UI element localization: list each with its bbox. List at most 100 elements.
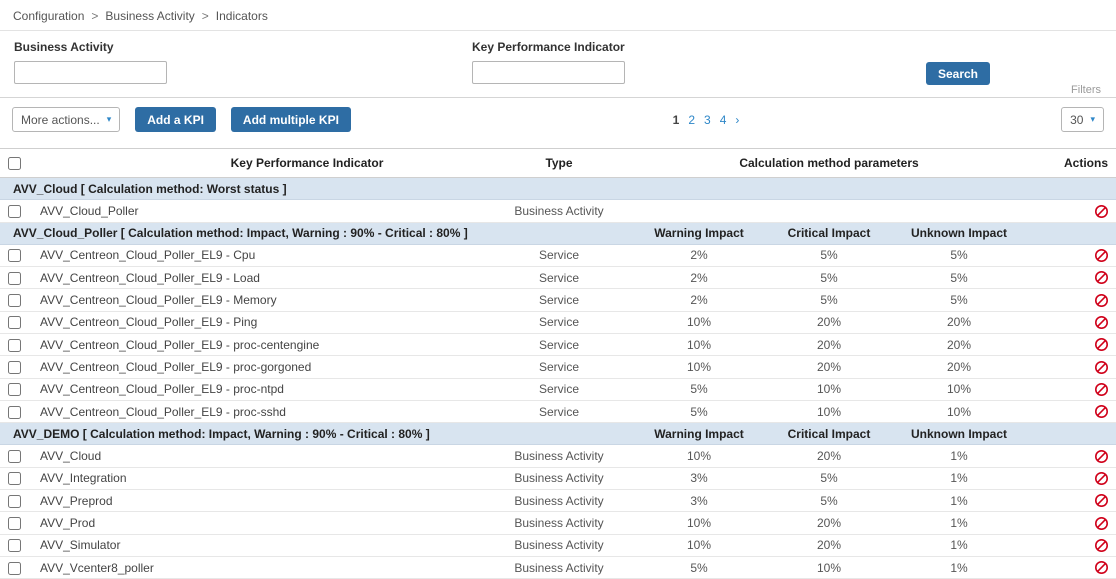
pagination-next[interactable]: ›	[735, 112, 740, 127]
kpi-type: Service	[484, 244, 634, 267]
warning-impact-value: 2%	[634, 288, 764, 312]
kpi-name[interactable]: AVV_Vcenter8_poller	[34, 556, 484, 579]
disable-icon[interactable]	[1094, 315, 1109, 330]
subheader-unknown-impact: Unknown Impact	[894, 422, 1025, 446]
warning-impact-value: 5%	[634, 556, 764, 579]
kpi-name[interactable]: AVV_Integration	[34, 467, 484, 490]
header-type: Type	[484, 147, 634, 179]
search-button[interactable]: Search	[925, 62, 990, 85]
kpi-input[interactable]	[472, 61, 625, 84]
disable-icon[interactable]	[1094, 360, 1109, 375]
pagination-page-4[interactable]: 4	[719, 112, 727, 127]
row-checkbox[interactable]	[8, 205, 21, 219]
kpi-name[interactable]: AVV_Centreon_Cloud_Poller_EL9 - proc-ntp…	[34, 378, 484, 401]
row-checkbox-cell	[0, 333, 34, 357]
kpi-type: Business Activity	[484, 511, 634, 535]
pagination-page-3[interactable]: 3	[704, 112, 711, 127]
header-actions: Actions	[1024, 147, 1116, 179]
select-all-cell	[0, 147, 34, 179]
unknown-impact-value: 1%	[894, 534, 1025, 557]
kpi-name[interactable]: AVV_Centreon_Cloud_Poller_EL9 - proc-ssh…	[34, 400, 484, 424]
row-checkbox[interactable]	[8, 517, 21, 531]
kpi-name[interactable]: AVV_Centreon_Cloud_Poller_EL9 - proc-gor…	[34, 355, 484, 379]
critical-impact-value	[764, 199, 894, 223]
unknown-impact-value: 5%	[894, 288, 1025, 312]
row-actions-cell	[1024, 556, 1116, 579]
row-checkbox[interactable]	[8, 472, 21, 486]
row-checkbox[interactable]	[8, 361, 21, 375]
row-checkbox[interactable]	[8, 494, 21, 508]
kpi-type: Service	[484, 400, 634, 424]
table-row: AVV_Cloud_Poller Business Activity	[0, 199, 1116, 223]
disable-icon[interactable]	[1094, 449, 1109, 464]
row-checkbox[interactable]	[8, 249, 21, 263]
kpi-name[interactable]: AVV_Centreon_Cloud_Poller_EL9 - Load	[34, 266, 484, 290]
row-actions-cell	[1024, 288, 1116, 312]
row-checkbox[interactable]	[8, 316, 21, 330]
disable-icon[interactable]	[1094, 204, 1109, 219]
critical-impact-value: 20%	[764, 511, 894, 535]
kpi-name[interactable]: AVV_Centreon_Cloud_Poller_EL9 - Ping	[34, 311, 484, 334]
disable-icon[interactable]	[1094, 270, 1109, 285]
disable-icon[interactable]	[1094, 248, 1109, 263]
disable-icon[interactable]	[1094, 337, 1109, 352]
row-checkbox[interactable]	[8, 450, 21, 464]
kpi-name[interactable]: AVV_Centreon_Cloud_Poller_EL9 - Memory	[34, 288, 484, 312]
select-all-checkbox[interactable]	[8, 157, 21, 171]
unknown-impact-value: 5%	[894, 266, 1025, 290]
more-actions-select[interactable]: More actions... ▾	[12, 107, 121, 132]
kpi-name[interactable]: AVV_Cloud_Poller	[34, 199, 484, 223]
row-checkbox[interactable]	[8, 271, 21, 285]
row-checkbox-cell	[0, 467, 34, 490]
kpi-name[interactable]: AVV_Centreon_Cloud_Poller_EL9 - proc-cen…	[34, 333, 484, 357]
row-checkbox[interactable]	[8, 338, 21, 352]
disable-icon[interactable]	[1094, 538, 1109, 553]
breadcrumb-business-activity[interactable]: Business Activity	[105, 9, 195, 23]
disable-icon[interactable]	[1094, 493, 1109, 508]
unknown-impact-value: 1%	[894, 511, 1025, 535]
unknown-impact-value: 1%	[894, 467, 1025, 490]
disable-icon[interactable]	[1094, 382, 1109, 397]
row-checkbox[interactable]	[8, 539, 21, 553]
row-actions-cell	[1024, 378, 1116, 401]
breadcrumb-configuration[interactable]: Configuration	[13, 9, 85, 23]
row-actions-cell	[1024, 444, 1116, 468]
table-row: AVV_Prod Business Activity 10% 20% 1%	[0, 511, 1116, 535]
kpi-name[interactable]: AVV_Cloud	[34, 444, 484, 468]
disable-icon[interactable]	[1094, 471, 1109, 486]
kpi-name[interactable]: AVV_Prod	[34, 511, 484, 535]
add-multiple-kpi-button[interactable]: Add multiple KPI	[230, 107, 351, 132]
business-activity-input[interactable]	[14, 61, 167, 84]
header-kpi: Key Performance Indicator	[34, 147, 484, 179]
table-row: AVV_Centreon_Cloud_Poller_EL9 - proc-ssh…	[0, 400, 1116, 424]
row-checkbox-cell	[0, 199, 34, 223]
disable-icon[interactable]	[1094, 560, 1109, 575]
kpi-name[interactable]: AVV_Centreon_Cloud_Poller_EL9 - Cpu	[34, 244, 484, 267]
subheader-critical-impact: Critical Impact	[764, 422, 894, 446]
row-checkbox[interactable]	[8, 294, 21, 308]
pagination-page-2[interactable]: 2	[688, 112, 695, 127]
critical-impact-value: 20%	[764, 355, 894, 379]
disable-icon[interactable]	[1094, 293, 1109, 308]
disable-icon[interactable]	[1094, 516, 1109, 531]
breadcrumb: Configuration > Business Activity > Indicato…	[0, 0, 1116, 30]
row-checkbox-cell	[0, 378, 34, 401]
kpi-name[interactable]: AVV_Simulator	[34, 534, 484, 557]
table-row: AVV_Vcenter8_poller Business Activity 5% 10…	[0, 556, 1116, 579]
row-checkbox[interactable]	[8, 405, 21, 419]
kpi-name[interactable]: AVV_Preprod	[34, 489, 484, 513]
table-body: AVV_Cloud [ Calculation method: Worst st…	[0, 177, 1116, 579]
disable-icon[interactable]	[1094, 404, 1109, 419]
row-actions-cell	[1024, 244, 1116, 267]
warning-impact-value: 10%	[634, 444, 764, 468]
row-actions-cell	[1024, 489, 1116, 513]
row-checkbox[interactable]	[8, 383, 21, 397]
row-checkbox[interactable]	[8, 561, 21, 575]
page-size-select[interactable]: 30 ▾	[1061, 107, 1104, 132]
table-row: AVV_Cloud Business Activity 10% 20% 1%	[0, 444, 1116, 468]
add-kpi-button[interactable]: Add a KPI	[135, 107, 216, 132]
breadcrumb-indicators[interactable]: Indicators	[215, 9, 268, 23]
critical-impact-value: 10%	[764, 400, 894, 424]
pagination-page-1[interactable]: 1	[672, 112, 680, 127]
critical-impact-value: 10%	[764, 556, 894, 579]
